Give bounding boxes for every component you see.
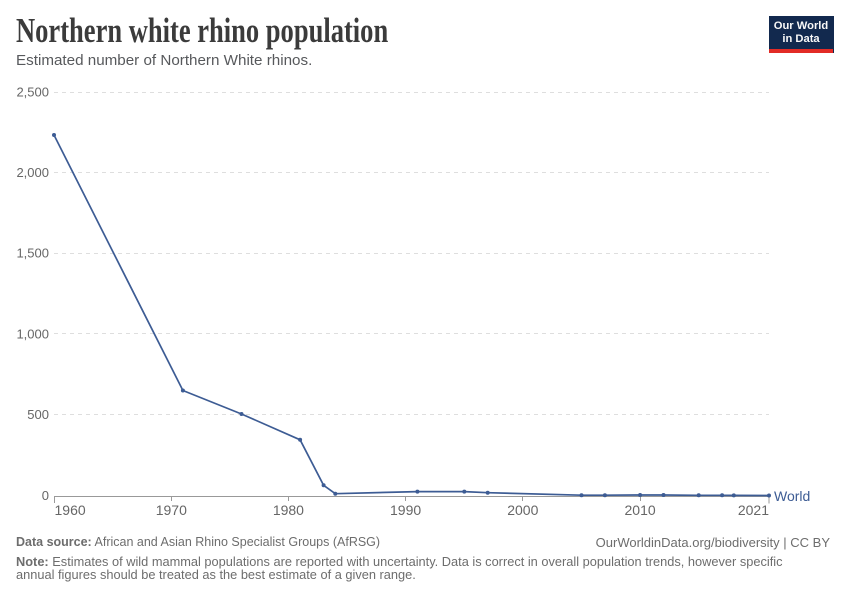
svg-text:0: 0 xyxy=(42,488,49,503)
svg-text:500: 500 xyxy=(27,407,49,422)
svg-text:2,500: 2,500 xyxy=(16,85,49,100)
svg-text:1970: 1970 xyxy=(156,502,187,518)
svg-text:World: World xyxy=(774,488,810,504)
svg-text:1,000: 1,000 xyxy=(16,326,49,341)
svg-text:2,000: 2,000 xyxy=(16,165,49,180)
svg-text:2010: 2010 xyxy=(625,502,656,518)
svg-text:1960: 1960 xyxy=(55,502,86,518)
svg-text:1980: 1980 xyxy=(273,502,304,518)
svg-text:1990: 1990 xyxy=(390,502,421,518)
svg-text:2021: 2021 xyxy=(738,502,769,518)
svg-text:2000: 2000 xyxy=(507,502,538,518)
svg-text:1,500: 1,500 xyxy=(16,246,49,261)
